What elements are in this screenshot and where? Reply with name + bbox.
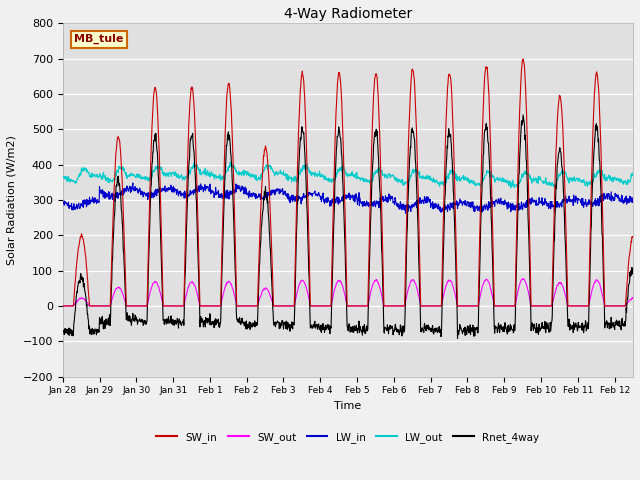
X-axis label: Time: Time xyxy=(334,401,362,411)
Legend: SW_in, SW_out, LW_in, LW_out, Rnet_4way: SW_in, SW_out, LW_in, LW_out, Rnet_4way xyxy=(152,428,543,447)
Y-axis label: Solar Radiation (W/m2): Solar Radiation (W/m2) xyxy=(7,135,17,265)
Title: 4-Way Radiometer: 4-Way Radiometer xyxy=(284,7,412,21)
Text: MB_tule: MB_tule xyxy=(74,34,124,44)
